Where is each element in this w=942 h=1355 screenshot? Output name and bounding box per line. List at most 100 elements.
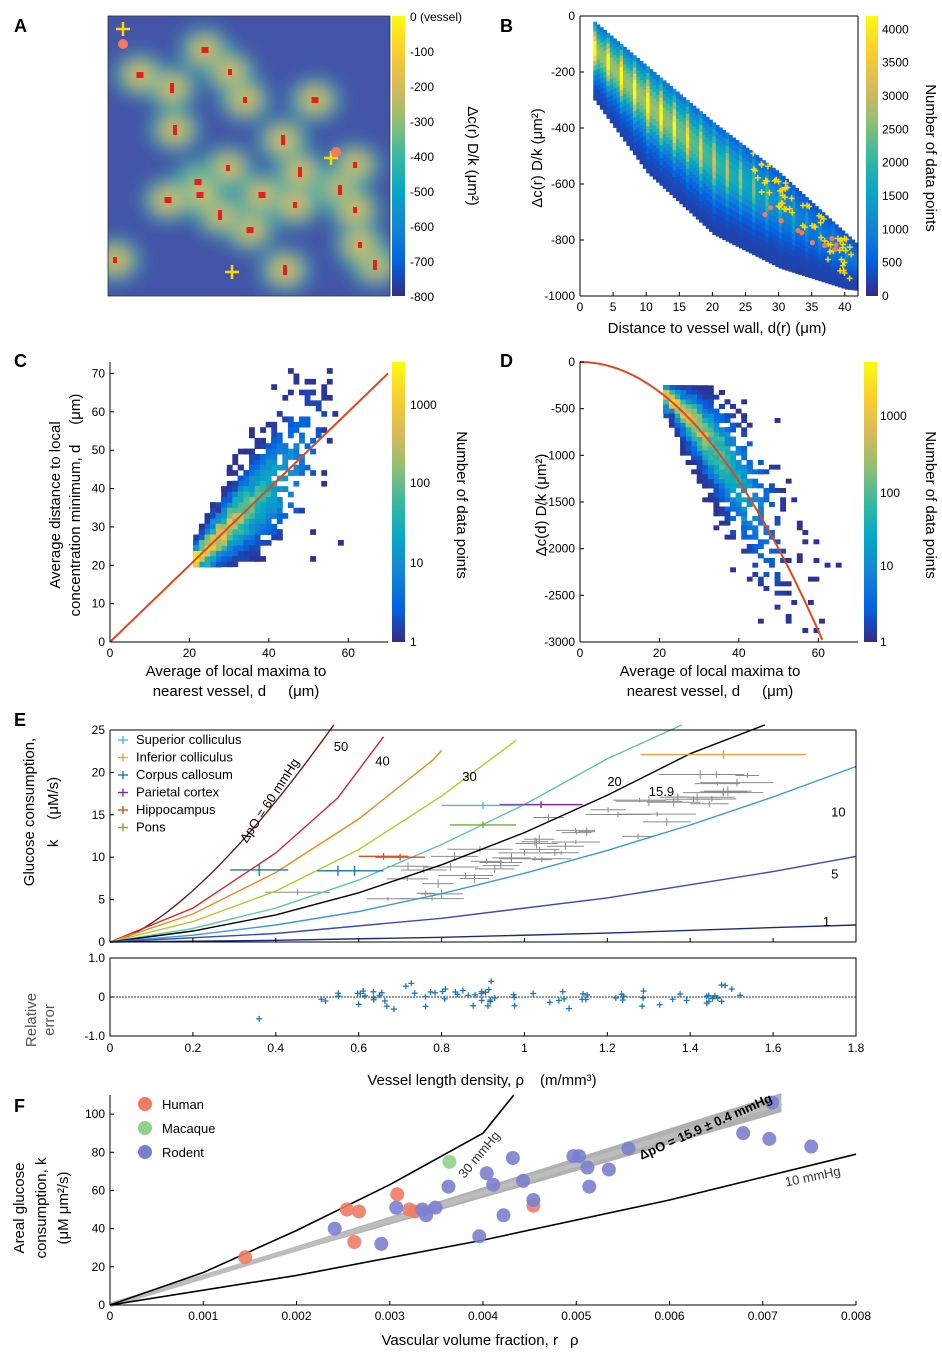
density-cell [254,443,261,449]
density-cell [669,167,674,175]
density-cell [728,135,733,143]
density-cell [672,88,677,97]
heatmap-a [108,16,390,296]
density-cell [193,534,200,541]
density-cell [851,267,856,272]
density-cell [732,144,737,152]
density-cell [752,159,756,166]
density-cell [702,190,707,198]
density-cell [682,145,687,153]
density-cell [613,105,617,112]
density-cell [771,252,776,260]
density-cell [824,227,829,233]
density-cell [249,507,255,514]
density-cell [215,550,222,557]
density-cell [788,226,793,233]
density-cell [746,469,753,475]
density-cell [785,178,789,186]
density-cell [652,72,657,80]
density-cell [616,126,621,133]
density-cell [798,206,803,213]
density-cell [265,448,272,455]
density-cell [828,267,833,273]
density-cell [752,216,756,224]
density-cell [623,111,627,119]
density-cell [818,262,823,268]
density-cell [232,507,239,514]
density-cell [805,246,809,253]
density-cell [599,37,604,44]
density-cell [709,210,713,218]
density-cell [848,256,852,261]
density-cell [795,257,799,264]
density-cell [282,513,289,519]
density-cell [785,252,789,260]
colorbar-label-c: Number of data points [453,431,470,579]
density-cell [719,497,725,503]
density-cell [656,81,660,89]
density-cell [758,182,763,190]
density-cell [705,151,710,160]
density-cell [243,534,250,541]
density-cell [712,171,717,179]
density-cell [682,158,687,167]
vessel [358,242,362,248]
density-cell [613,71,617,78]
density-cell [724,446,731,451]
dot-marker [767,205,774,211]
density-cell [254,534,261,541]
density-cell [609,57,614,64]
density-cell [666,116,670,125]
density-cell [265,491,272,498]
density-cell [719,189,723,197]
density-cell [705,158,710,167]
density-cell [831,245,836,250]
density-cell [691,469,698,475]
density-cell [752,235,756,243]
density-cell [763,539,770,545]
density-cell [742,151,746,159]
density-cell [636,95,641,103]
density-cell [775,200,780,207]
density-cell [811,231,816,237]
density-cell [695,149,700,158]
density-cell [609,68,614,75]
density-cell [811,212,816,218]
colorbar-label-b: Number of data points [922,84,939,232]
density-cell [226,491,233,498]
density-cell [758,170,763,178]
density-cell [642,89,647,97]
density-cell [699,138,703,147]
density-cell [841,255,846,260]
density-cell [702,497,709,503]
density-cell [834,232,839,237]
density-cell [791,217,796,224]
density-cell [249,491,255,498]
density-cell [824,215,829,221]
density-cell [719,168,723,177]
density-cell [656,128,660,136]
density-cell [672,156,677,165]
density-cell [616,58,621,65]
density-cell [722,150,727,158]
density-cell [623,64,627,71]
x-tick-label: 40 [262,646,276,660]
density-cell [682,117,687,126]
density-cell [785,207,789,214]
density-cell [260,443,266,449]
density-cell [851,261,856,266]
density-cell [642,63,647,71]
density-cell [828,226,833,232]
density-cell [838,260,842,266]
dot-marker [821,242,828,249]
density-cell [243,497,250,503]
density-cell [315,432,322,439]
density-cell [719,148,723,156]
density-cell [841,234,846,239]
density-cell [719,141,723,149]
density-cell [788,237,793,244]
density-cell [679,142,684,150]
density-cell [838,264,842,269]
density-cell [805,226,809,233]
density-cell [326,378,333,385]
